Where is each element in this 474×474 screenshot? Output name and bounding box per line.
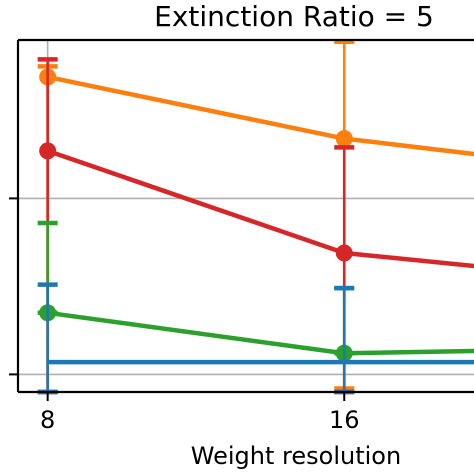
series-line-1 [46, 148, 474, 269]
data-point-0 [335, 130, 353, 148]
x-tick-label: 8 [40, 406, 55, 434]
data-point-1 [335, 244, 353, 262]
x-axis-label: Weight resolution [191, 442, 401, 470]
series-line-2 [47, 310, 474, 356]
series-line-0 [47, 74, 474, 157]
data-point-1 [39, 142, 57, 160]
x-tick-label: 16 [329, 406, 360, 434]
chart-title: Extinction Ratio = 5 [154, 0, 434, 33]
